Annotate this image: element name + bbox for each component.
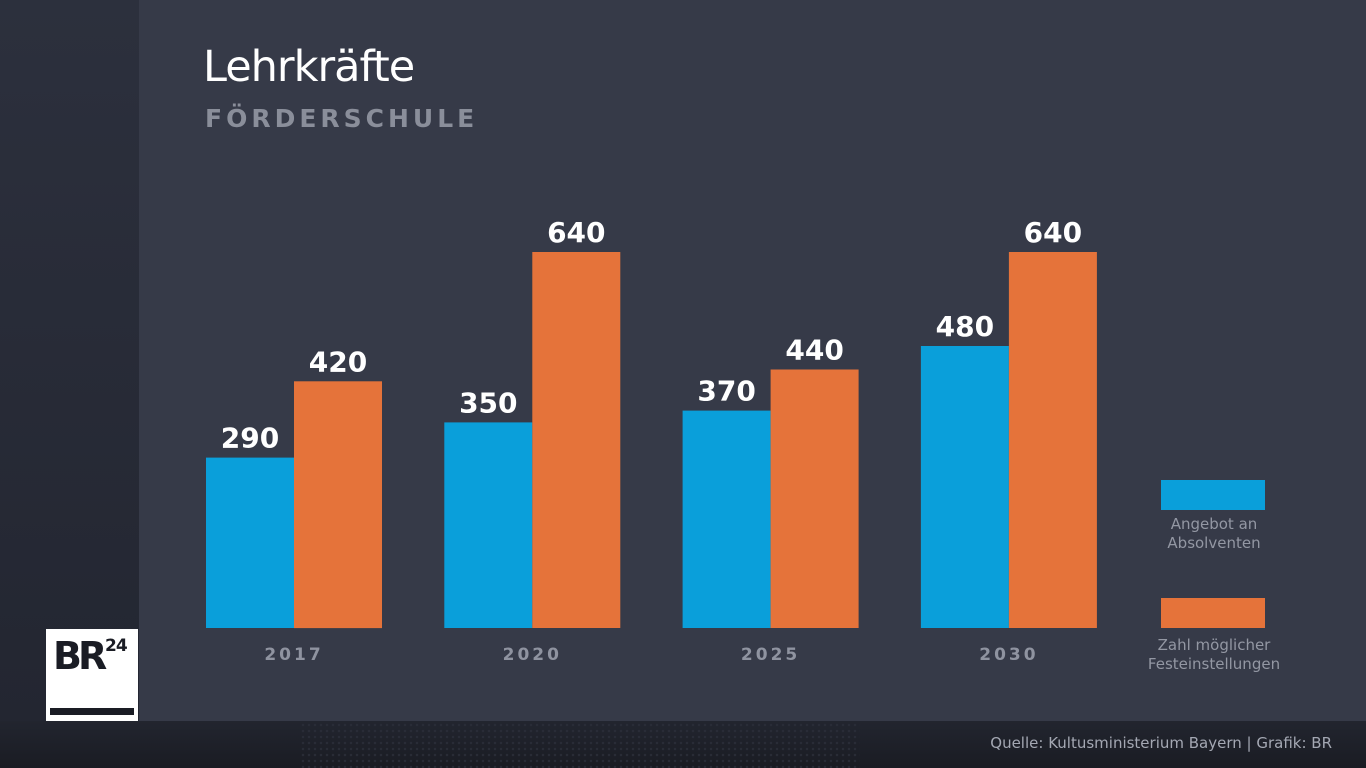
data-label: 640 [547, 216, 605, 249]
legend-label-line: Festeinstellungen [1147, 655, 1281, 673]
x-tick-label: 2025 [741, 645, 800, 665]
br24-logo: BR 24 [46, 629, 138, 721]
bar-2030-series-0 [920, 346, 1009, 628]
legend-label-line: Absolventen [1167, 534, 1261, 552]
left-strip [0, 0, 139, 721]
world-map-dots [300, 722, 860, 768]
bar-2020-series-1 [532, 252, 621, 628]
logo-bar [50, 708, 134, 715]
bar-2020-series-0 [444, 422, 533, 628]
bar-2017-series-1 [294, 381, 382, 629]
bar-2030-series-1 [1008, 252, 1097, 628]
legend-swatch-angebot [1161, 480, 1265, 510]
chart-subtitle: FÖRDERSCHULE [205, 104, 479, 133]
data-label: 640 [1024, 216, 1082, 249]
data-label: 290 [221, 422, 279, 455]
data-label: 370 [697, 375, 755, 408]
legend-label-line: Angebot an [1170, 515, 1258, 533]
bar-2017-series-0 [206, 457, 294, 628]
bar-2025-series-0 [682, 410, 771, 628]
bar-2025-series-1 [770, 369, 859, 628]
source-credit: Quelle: Kultusministerium Bayern | Grafi… [990, 734, 1332, 752]
data-label: 480 [936, 310, 994, 343]
data-label: 440 [785, 334, 843, 367]
data-label: 420 [309, 345, 367, 378]
logo-superscript: 24 [105, 636, 128, 656]
x-tick-label: 2020 [503, 645, 562, 665]
x-tick-label: 2030 [979, 645, 1038, 665]
data-label: 350 [459, 386, 517, 419]
x-tick-label: 2017 [264, 645, 323, 665]
logo-text: BR [53, 634, 107, 678]
legend-label-festeinstellungen: Zahl möglicher Festeinstellungen [1124, 636, 1304, 674]
chart-title: Lehrkräfte [203, 42, 415, 92]
legend-label-angebot: Angebot an Absolventen [1124, 515, 1304, 553]
legend-label-line: Zahl möglicher [1157, 636, 1271, 654]
legend-swatch-festeinstellungen [1161, 598, 1265, 628]
